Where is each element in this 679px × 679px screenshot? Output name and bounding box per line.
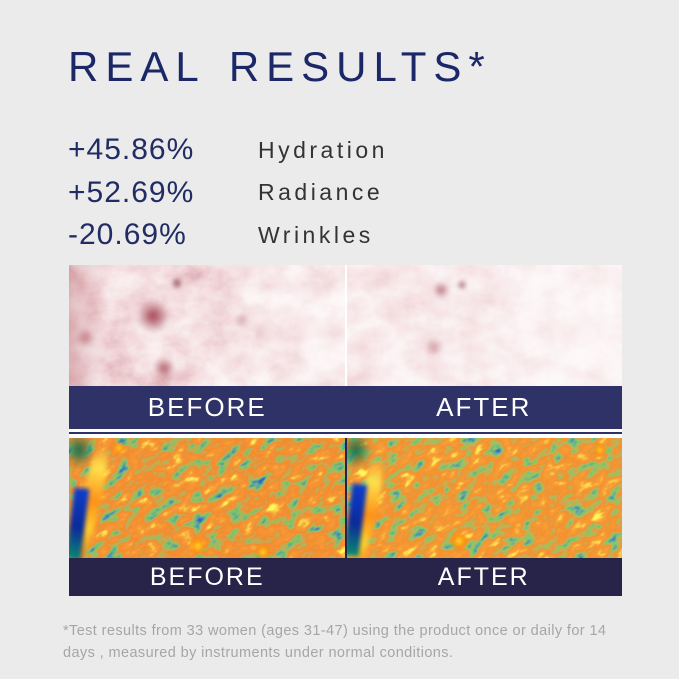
redness-after-image bbox=[346, 265, 622, 386]
thermal-hot-dot bbox=[113, 442, 126, 453]
thermal-before-image bbox=[69, 438, 345, 558]
stat-value: -20.69% bbox=[68, 218, 187, 252]
panel-seam bbox=[344, 265, 347, 386]
before-label: BEFORE bbox=[149, 562, 265, 591]
redness-panel-row bbox=[69, 265, 622, 386]
stat-row-wrinkles: -20.69% Wrinkles bbox=[68, 214, 388, 257]
thermal-after-image bbox=[346, 438, 622, 558]
after-label: AFTER bbox=[437, 562, 530, 591]
blemish-spot bbox=[151, 356, 176, 379]
blemish-spot bbox=[74, 327, 95, 348]
redness-caption-bar: BEFORE AFTER bbox=[69, 386, 622, 429]
comparison-block: BEFORE AFTER bbox=[69, 265, 622, 596]
blemish-spot bbox=[135, 298, 172, 333]
blemish-spot bbox=[431, 281, 450, 298]
page-title: REAL RESULTS* bbox=[68, 43, 492, 90]
stat-row-hydration: +45.86% Hydration bbox=[68, 129, 388, 172]
footnote-line2: days , measured by instruments under nor… bbox=[63, 645, 454, 661]
stat-label: Radiance bbox=[258, 179, 384, 206]
stat-label: Hydration bbox=[258, 136, 388, 163]
after-label: AFTER bbox=[436, 392, 532, 422]
thermal-texture-image bbox=[69, 438, 345, 558]
blemish-spot bbox=[423, 337, 444, 356]
thermal-hot-dot bbox=[594, 445, 607, 456]
stat-value: +45.86% bbox=[68, 133, 195, 167]
thermal-caption-bar: BEFORE AFTER bbox=[69, 558, 622, 596]
stat-row-radiance: +52.69% Radiance bbox=[68, 172, 388, 215]
before-label: BEFORE bbox=[147, 392, 267, 422]
panel-seam bbox=[344, 438, 347, 558]
thermal-hot-dot bbox=[190, 538, 207, 553]
divider-line bbox=[69, 432, 622, 434]
blemish-spot bbox=[234, 313, 251, 328]
skin-texture-image bbox=[346, 265, 622, 386]
stat-value: +52.69% bbox=[68, 175, 195, 209]
stat-label: Wrinkles bbox=[258, 221, 374, 248]
results-stats: +45.86% Hydration +52.69% Radiance -20.6… bbox=[68, 129, 388, 257]
thermal-hot-dot bbox=[451, 534, 468, 548]
blemish-spot bbox=[170, 277, 183, 290]
blemish-spot bbox=[456, 279, 467, 290]
thermal-texture-image bbox=[346, 438, 622, 558]
redness-before-image bbox=[69, 265, 345, 386]
footnote-line1: *Test results from 33 women (ages 31-47)… bbox=[63, 623, 607, 639]
thermal-panel-row bbox=[69, 438, 622, 558]
footnote: *Test results from 33 women (ages 31-47)… bbox=[63, 620, 638, 664]
skin-texture-image bbox=[69, 265, 345, 386]
thermal-hot-dot bbox=[256, 546, 271, 558]
